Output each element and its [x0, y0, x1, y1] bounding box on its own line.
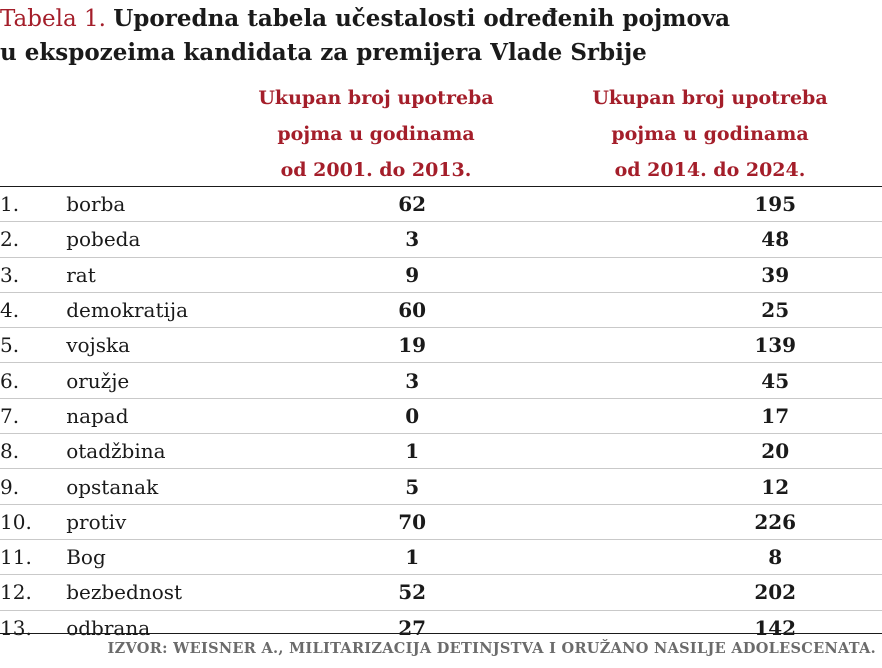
table-row: 7. napad 0 17 [0, 398, 882, 435]
row-number: 13. [0, 615, 32, 640]
count-2014-2024-cell: 17 [668, 398, 882, 435]
spacer-cell [518, 257, 669, 293]
table-row: 1. borba 62 195 [0, 187, 882, 223]
term-cell: odbrana [66, 615, 151, 640]
spacer-cell [518, 433, 669, 470]
count-2014-2024-cell: 25 [668, 292, 882, 329]
count-2014-2024-cell: 202 [668, 574, 882, 611]
col2-header-line: pojma u godinama [611, 123, 809, 145]
row-number: 2. [0, 221, 67, 258]
count-2001-2013-cell: 1 [305, 539, 519, 576]
table-row: 3. rat 9 39 [0, 257, 882, 293]
spacer-cell [518, 221, 669, 258]
term-cell: otadžbina [66, 433, 306, 470]
count-2001-2013-cell: 0 [305, 398, 519, 435]
count-2001-2013-cell: 70 [305, 504, 519, 540]
count-2001-2013-cell: 19 [305, 327, 519, 364]
term-cell: Bog [66, 539, 306, 576]
count-2001-2013-cell: 60 [305, 292, 519, 329]
row-number: 4. [0, 292, 67, 329]
frequency-table: 1. borba 62 195 2. pobeda 3 48 3. rat 9 39 4. demokra… [0, 187, 882, 645]
term-cell: pobeda [66, 221, 306, 258]
count-2001-2013-cell: 3 [305, 221, 519, 258]
column-header-2001-2013: Ukupan broj upotreba pojma u godinama od… [226, 80, 526, 188]
count-2014-2024-cell: 8 [668, 539, 882, 576]
table-top-rule [0, 186, 882, 187]
term-cell: demokratija [66, 292, 306, 329]
term-cell: napad [66, 398, 306, 435]
table-row: 5. vojska 19 139 [0, 327, 882, 364]
row-number: 8. [0, 433, 67, 470]
table-row: 2. pobeda 3 48 [0, 221, 882, 258]
row-number: 9. [0, 468, 67, 505]
col2-header-line: Ukupan broj upotreba [592, 87, 828, 109]
spacer-cell [518, 539, 669, 576]
term-cell: opstanak [66, 468, 306, 505]
count-2001-2013-cell: 1 [305, 433, 519, 470]
col1-header-line: od 2001. do 2013. [280, 159, 472, 181]
spacer-cell [518, 327, 669, 364]
count-2001-2013-cell: 62 [305, 187, 519, 223]
row-number: 12. [0, 574, 67, 611]
table-row: 13. odbrana 27 142 [0, 610, 882, 645]
row-number: 10. [0, 504, 67, 540]
table-row: 4. demokratija 60 25 [0, 292, 882, 329]
table-bottom-rule [0, 633, 882, 634]
spacer-cell [518, 292, 669, 329]
term-cell: vojska [66, 327, 306, 364]
spacer-cell [518, 468, 669, 505]
term-cell: oružje [66, 362, 306, 399]
count-2014-2024-cell: 139 [668, 327, 882, 364]
spacer-cell [518, 574, 669, 611]
row-number: 11. [0, 539, 67, 576]
table-row: 11. Bog 1 8 [0, 539, 882, 576]
title-text-2: u ekspozeima kandidata za premijera Vlad… [0, 39, 647, 66]
term-cell: rat [66, 257, 306, 293]
table-title: Tabela 1. Uporedna tabela učestalosti od… [0, 2, 882, 70]
col2-header-line: od 2014. do 2024. [614, 159, 806, 181]
count-2014-2024-cell: 142 [754, 615, 797, 640]
count-2014-2024-cell: 45 [668, 362, 882, 399]
term-cell: protiv [66, 504, 306, 540]
title-text-1: Uporedna tabela učestalosti određenih po… [113, 5, 731, 32]
spacer-cell [518, 187, 669, 223]
count-2014-2024-cell: 48 [668, 221, 882, 258]
count-2001-2013-cell: 52 [305, 574, 519, 611]
term-cell: borba [66, 187, 306, 223]
count-2001-2013-cell: 27 [398, 615, 427, 640]
count-2014-2024-cell: 226 [668, 504, 882, 540]
table-row: 12. bezbednost 52 202 [0, 574, 882, 611]
count-2001-2013-cell: 3 [305, 362, 519, 399]
count-2014-2024-cell: 195 [668, 187, 882, 223]
source-note: IZVOR: WEISNER A., MILITARIZACIJA DETINJ… [107, 640, 876, 657]
row-number: 3. [0, 257, 67, 293]
term-cell: bezbednost [66, 574, 306, 611]
table-row: 10. protiv 70 226 [0, 504, 882, 540]
column-header-2014-2024: Ukupan broj upotreba pojma u godinama od… [560, 80, 860, 188]
spacer-cell [518, 362, 669, 399]
row-number: 6. [0, 362, 67, 399]
count-2001-2013-cell: 9 [305, 257, 519, 293]
row-number: 5. [0, 327, 67, 364]
table-body: 1. borba 62 195 2. pobeda 3 48 3. rat 9 39 4. demokra… [0, 187, 882, 645]
count-2014-2024-cell: 12 [668, 468, 882, 505]
count-2001-2013-cell: 5 [305, 468, 519, 505]
spacer-cell [518, 398, 669, 435]
row-number: 7. [0, 398, 67, 435]
col1-header-line: pojma u godinama [277, 123, 475, 145]
title-line-1: Tabela 1. Uporedna tabela učestalosti od… [0, 2, 882, 36]
col1-header-line: Ukupan broj upotreba [258, 87, 494, 109]
table-label: Tabela 1. [0, 6, 106, 32]
row-number: 1. [0, 187, 67, 223]
table-row: 8. otadžbina 1 20 [0, 433, 882, 470]
count-2014-2024-cell: 20 [668, 433, 882, 470]
table-row: 6. oružje 3 45 [0, 362, 882, 399]
spacer-cell [518, 504, 669, 540]
table-row: 9. opstanak 5 12 [0, 468, 882, 505]
count-2014-2024-cell: 39 [668, 257, 882, 293]
